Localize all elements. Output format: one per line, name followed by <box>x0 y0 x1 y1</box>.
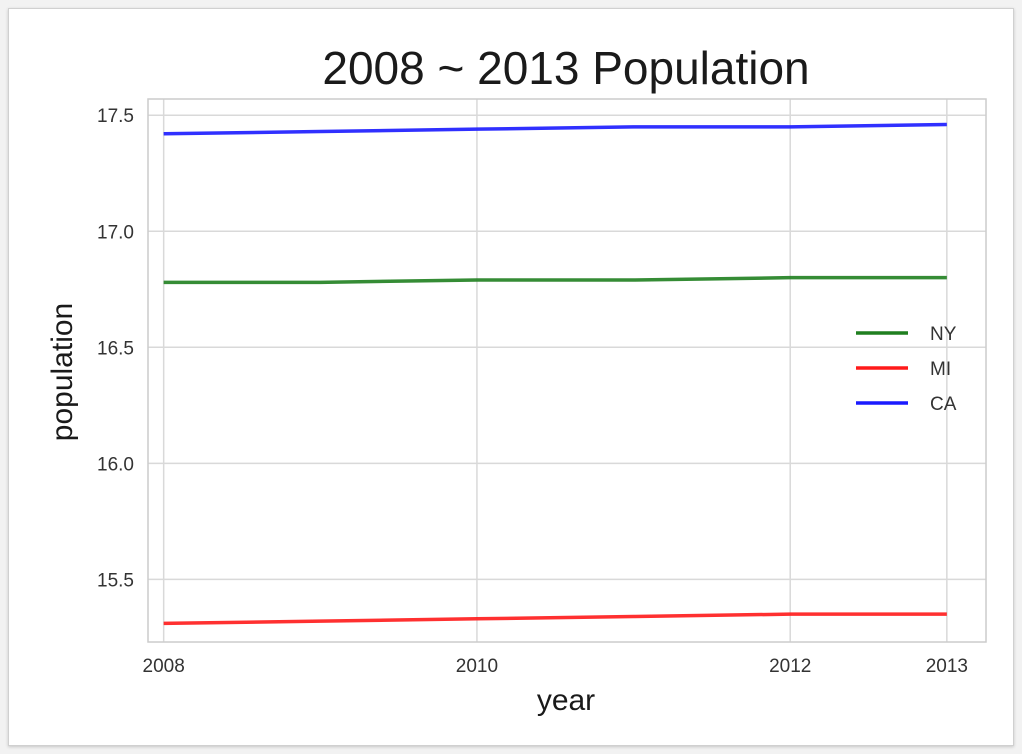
x-tick-label: 2013 <box>926 656 968 677</box>
series-line-ca <box>163 122 947 136</box>
x-tick-label: 2008 <box>143 656 185 677</box>
legend: NY MI CA <box>856 324 957 415</box>
legend-label-mi: MI <box>930 359 951 380</box>
y-axis-label: population <box>46 303 79 441</box>
y-tick-label: 16.5 <box>97 338 134 359</box>
plot-area <box>147 98 987 643</box>
legend-label-ny: NY <box>930 324 957 345</box>
y-tick-label: 15.5 <box>97 570 134 591</box>
grid <box>148 99 986 642</box>
y-tick-label: 16.0 <box>97 454 134 475</box>
chart-title: 2008 ~ 2013 Population <box>322 42 809 94</box>
x-tick-label: 2012 <box>769 656 811 677</box>
series-line-ny <box>163 275 947 285</box>
tick-labels: 2008 2010 2012 2013 15.5 16.0 16.5 17.0 17.5 <box>97 106 968 677</box>
series-line-mi <box>163 612 947 626</box>
x-axis-label: year <box>537 684 595 717</box>
series-group <box>163 122 947 626</box>
y-tick-label: 17.5 <box>97 106 134 127</box>
x-tick-label: 2010 <box>456 656 498 677</box>
y-tick-label: 17.0 <box>97 222 134 243</box>
legend-label-ca: CA <box>930 394 957 415</box>
